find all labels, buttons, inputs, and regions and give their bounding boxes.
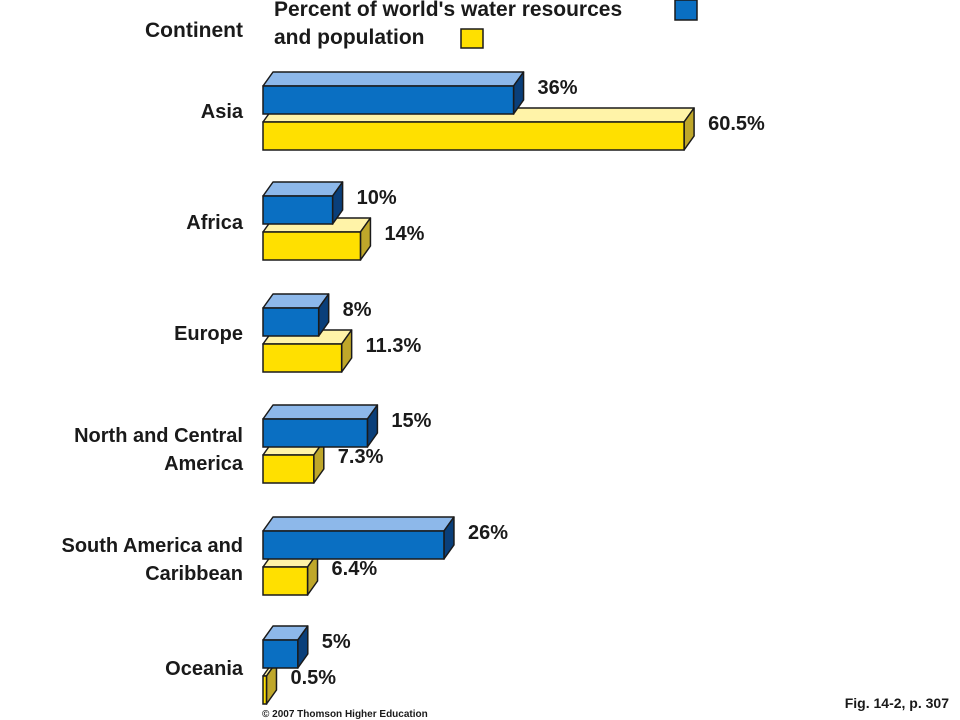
- value-label-population-asia: 60.5%: [708, 113, 765, 135]
- value-label-population-north-central-america: 7.3%: [338, 446, 384, 468]
- bar-top-face: [262, 404, 379, 420]
- value-label-water-south-america-caribbean: 26%: [468, 522, 508, 544]
- copyright-notice: © 2007 Thomson Higher Education: [262, 709, 428, 720]
- bar-front-face: [262, 121, 685, 151]
- category-label-asia: Asia: [201, 101, 244, 123]
- bar-front-face: [262, 639, 299, 669]
- legend-water-label: Percent of world's water resources: [274, 0, 622, 21]
- value-label-water-oceania: 5%: [322, 631, 351, 653]
- bar-front-face: [262, 195, 334, 225]
- bar-front-face: [262, 307, 320, 337]
- legend-population-label: and population: [274, 26, 424, 49]
- legend-population-swatch: [460, 28, 484, 49]
- bars-group: [262, 71, 695, 705]
- category-label-europe: Europe: [174, 323, 243, 345]
- bar-top-face: [262, 181, 344, 197]
- bar-front-face: [262, 231, 362, 261]
- bar-top-face: [262, 71, 525, 87]
- bar-water-south-america-caribbean: [262, 516, 455, 560]
- value-label-population-europe: 11.3%: [366, 335, 422, 357]
- value-label-population-south-america-caribbean: 6.4%: [332, 558, 378, 580]
- category-header: Continent: [145, 19, 243, 42]
- bar-front-face: [262, 675, 268, 705]
- value-label-water-asia: 36%: [538, 77, 578, 99]
- value-label-water-north-central-america: 15%: [391, 410, 431, 432]
- bar-front-face: [262, 530, 445, 560]
- category-label-africa: Africa: [186, 212, 244, 234]
- bar-front-face: [262, 418, 369, 448]
- bar-water-europe: [262, 293, 330, 337]
- value-label-water-europe: 8%: [343, 299, 372, 321]
- category-labels: Asia Africa Europe North and Central Amer…: [61, 101, 243, 680]
- bar-water-oceania: [262, 625, 309, 669]
- bar-population-south-america-caribbean: [262, 552, 319, 596]
- value-label-water-africa: 10%: [357, 187, 397, 209]
- category-label-north-central-america: North and Central America: [74, 425, 244, 475]
- legend-water-swatch: [674, 0, 698, 21]
- bar-top-face: [262, 293, 330, 309]
- value-labels-group: 60.5% 36% 14% 10% 11.3% 8% 7.3% 15% 6.4% 26% 0.5% 5…: [290, 77, 765, 689]
- value-label-population-oceania: 0.5%: [290, 667, 336, 689]
- bar-front-face: [262, 343, 343, 373]
- bar-water-north-central-america: [262, 404, 379, 448]
- bar-front-face: [262, 566, 309, 596]
- value-label-population-africa: 14%: [384, 223, 424, 245]
- figure-reference: Fig. 14-2, p. 307: [845, 695, 949, 711]
- bar-front-face: [262, 85, 515, 115]
- bar-water-asia: [262, 71, 525, 115]
- category-label-oceania: Oceania: [165, 658, 244, 680]
- bar-water-africa: [262, 181, 344, 225]
- bar-front-face: [262, 454, 315, 484]
- bar-top-face: [262, 516, 455, 532]
- category-label-south-america-caribbean: South America and Caribbean: [61, 535, 243, 585]
